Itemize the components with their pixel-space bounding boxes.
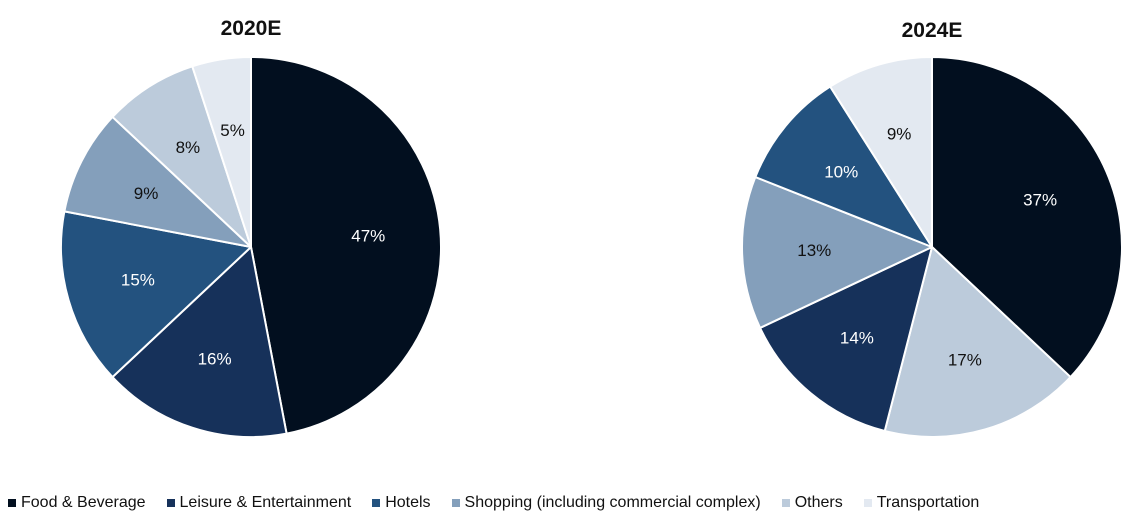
pie-chart-2020e: 2020E 47% 16% 15% 9% 8% 5%: [60, 17, 443, 438]
legend-label-shopping: Shopping (including commercial complex): [464, 494, 761, 511]
pie-slice-2024e-hotels: [754, 85, 933, 248]
pie-label-2024e-leisure-entertainment: 14%: [840, 328, 874, 347]
pie-chart-2024e: 2024E 37% 17% 14% 13% 10% 9%: [741, 19, 1123, 438]
chart-title-2020e: 2020E: [221, 17, 282, 40]
pie-slice-2020e-food-beverage: [250, 56, 443, 435]
legend-label-hotels: Hotels: [385, 494, 431, 511]
pie-label-2024e-others: 17%: [948, 351, 982, 370]
pie-slice-2020e-transportation: [191, 56, 252, 248]
pie-label-2020e-hotels: 15%: [121, 270, 155, 289]
pie-label-2020e-shopping: 9%: [134, 184, 159, 203]
pie-slice-2020e-leisure-entertainment: [111, 246, 288, 438]
legend-swatch-others: [781, 499, 790, 507]
chart-title-2024e: 2024E: [902, 19, 963, 42]
legend: Food & Beverage Leisure & Entertainment …: [8, 492, 1148, 514]
pie-label-2024e-shopping: 13%: [797, 241, 831, 260]
pie-slice-2024e-leisure-entertainment: [759, 246, 933, 433]
legend-label-leisure-entertainment: Leisure & Entertainment: [179, 494, 352, 511]
legend-swatch-hotels: [372, 499, 381, 507]
legend-swatch-leisure-entertainment: [166, 499, 175, 507]
pie-slice-2024e-shopping: [741, 176, 933, 329]
pie-label-2020e-transportation: 5%: [220, 121, 245, 140]
legend-swatch-transportation: [863, 499, 872, 507]
legend-swatch-shopping: [451, 499, 460, 507]
pie-label-2024e-transportation: 9%: [887, 124, 912, 143]
legend-item-others: Others: [781, 494, 843, 512]
legend-swatch-food-beverage: [8, 499, 16, 507]
pie-slice-2020e-others: [111, 65, 252, 248]
pie-slice-2024e-transportation: [829, 56, 933, 248]
legend-item-food-beverage: Food & Beverage: [8, 494, 146, 512]
pie-label-2020e-food-beverage: 47%: [351, 226, 385, 245]
pie-slice-2024e-others: [883, 246, 1072, 438]
legend-item-hotels: Hotels: [372, 494, 431, 512]
legend-item-transportation: Transportation: [863, 494, 980, 512]
pie-label-2024e-hotels: 10%: [824, 162, 858, 181]
pie-label-2020e-leisure-entertainment: 16%: [198, 350, 232, 369]
legend-label-transportation: Transportation: [876, 494, 980, 511]
legend-item-leisure-entertainment: Leisure & Entertainment: [166, 494, 352, 512]
legend-item-shopping: Shopping (including commercial complex): [451, 494, 761, 512]
pie-slice-2020e-shopping: [63, 115, 252, 248]
pie-slice-2024e-food-beverage: [931, 56, 1123, 379]
pie-slice-2020e-hotels: [60, 210, 252, 379]
legend-label-food-beverage: Food & Beverage: [21, 494, 146, 511]
pie-label-2020e-others: 8%: [176, 138, 201, 157]
legend-label-others: Others: [794, 494, 843, 511]
pie-label-2024e-food-beverage: 37%: [1023, 191, 1057, 210]
